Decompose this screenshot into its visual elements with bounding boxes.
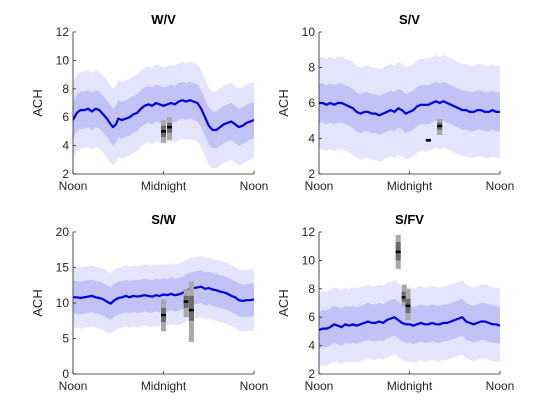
x-tick-label: Midnight [141,179,187,193]
plot-area [319,234,500,367]
chart-panel-4: 2 4 6 8 10 12 Noon Midnight Noon S/FV ACH [276,212,514,393]
chart-panel-1: 2 4 6 8 10 12 Noon Midnight Noon W/V ACH [30,12,268,193]
y-tick-label: 8 [308,61,315,75]
plot-area [319,55,500,162]
box-median [183,300,189,303]
x-tick-label: Midnight [387,179,433,193]
plot-area [73,256,254,343]
box-marker-1 [425,138,431,143]
box-marker-3 [405,288,411,321]
y-tick-label: 10 [302,25,316,39]
x-tick-label: Noon [305,179,334,193]
box-iqr [188,295,194,321]
y-tick-label: 10 [56,53,70,67]
x-tick-label: Noon [240,379,269,393]
box-median [167,125,173,129]
y-axis-label: ACH [30,89,45,116]
box-median [425,139,431,142]
mean-line [319,100,500,117]
y-tick-label: 6 [308,96,315,110]
y-tick-label: 15 [56,261,70,275]
y-tick-label: 12 [302,225,316,239]
y-tick-label: 0 [62,367,69,381]
panel-title: S/W [151,212,176,227]
box-median [188,308,194,312]
x-tick-label: Midnight [141,379,187,393]
y-tick-label: 10 [56,296,70,310]
x-tick-label: Noon [486,379,515,393]
box-median [437,124,443,128]
box-marker-1 [161,120,166,143]
box-marker-2 [401,284,407,306]
chart-panel-3: 0 5 10 15 20 Noon Midnight Noon S/W ACH [30,212,268,393]
inner-band [73,81,254,149]
box-median [395,250,401,254]
mean-line [319,316,500,332]
x-tick-label: Noon [486,179,515,193]
y-axis-label: ACH [30,289,45,316]
y-tick-label: 8 [62,82,69,96]
x-tick-label: Noon [305,379,334,393]
panel-title: S/FV [395,212,424,227]
box-median [401,296,407,299]
box-median [161,313,166,317]
chart-panel-2: 2 4 6 8 10 Noon Midnight Noon S/V ACH [276,12,514,193]
y-tick-label: 12 [56,25,70,39]
y-tick-label: 2 [308,367,315,381]
box-marker-1 [395,234,401,269]
y-tick-label: 4 [308,132,315,146]
y-tick-label: 20 [56,225,70,239]
y-tick-label: 8 [308,282,315,296]
mean-line [73,99,254,132]
x-tick-label: Noon [59,379,88,393]
panel-title: W/V [151,12,176,27]
box-marker-2 [167,117,173,140]
y-axis-label: ACH [276,289,291,316]
panel-title: S/V [399,12,420,27]
mean-line [73,285,254,305]
box-marker-2 [437,118,443,135]
y-tick-label: 2 [62,167,69,181]
y-tick-label: 5 [62,332,69,346]
inner-band [319,81,500,135]
box-marker-3 [188,281,194,343]
y-axis-label: ACH [276,89,291,116]
x-tick-label: Midnight [387,379,433,393]
x-tick-label: Noon [240,179,269,193]
y-tick-label: 4 [62,139,69,153]
plot-area [73,61,254,169]
y-tick-label: 6 [308,310,315,324]
box-marker-1 [161,299,166,332]
y-tick-label: 6 [62,110,69,124]
box-marker-2 [183,288,189,318]
y-tick-label: 2 [308,167,315,181]
y-tick-label: 4 [308,339,315,353]
y-tick-label: 10 [302,253,316,267]
box-median [405,304,411,308]
x-tick-label: Noon [59,179,88,193]
box-median [161,130,166,133]
